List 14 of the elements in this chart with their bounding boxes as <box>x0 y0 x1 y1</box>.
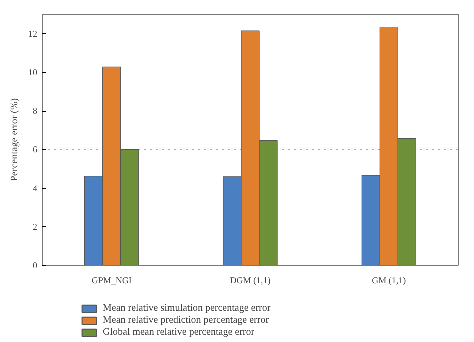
y-axis-title: Percentage error (%) <box>10 98 20 182</box>
y-tick-label: 12 <box>28 28 38 39</box>
y-tick-label: 10 <box>28 67 38 78</box>
y-tick-label: 8 <box>33 106 38 116</box>
legend-label: Global mean relative percentage error <box>103 327 255 338</box>
y-tick-label: 6 <box>33 144 38 155</box>
y-tick-label: 4 <box>33 183 38 194</box>
x-tick-label: DGM (1,1) <box>230 276 271 286</box>
y-tick-label: 0 <box>33 260 38 270</box>
x-tick-label: GM (1,1) <box>372 276 406 286</box>
x-tick-label: GPM_NGI <box>92 276 132 286</box>
legend-label: Mean relative prediction percentage error <box>103 315 270 326</box>
y-tick-label: 2 <box>33 222 38 232</box>
legend-label: Mean relative simulation percentage error <box>103 303 271 314</box>
